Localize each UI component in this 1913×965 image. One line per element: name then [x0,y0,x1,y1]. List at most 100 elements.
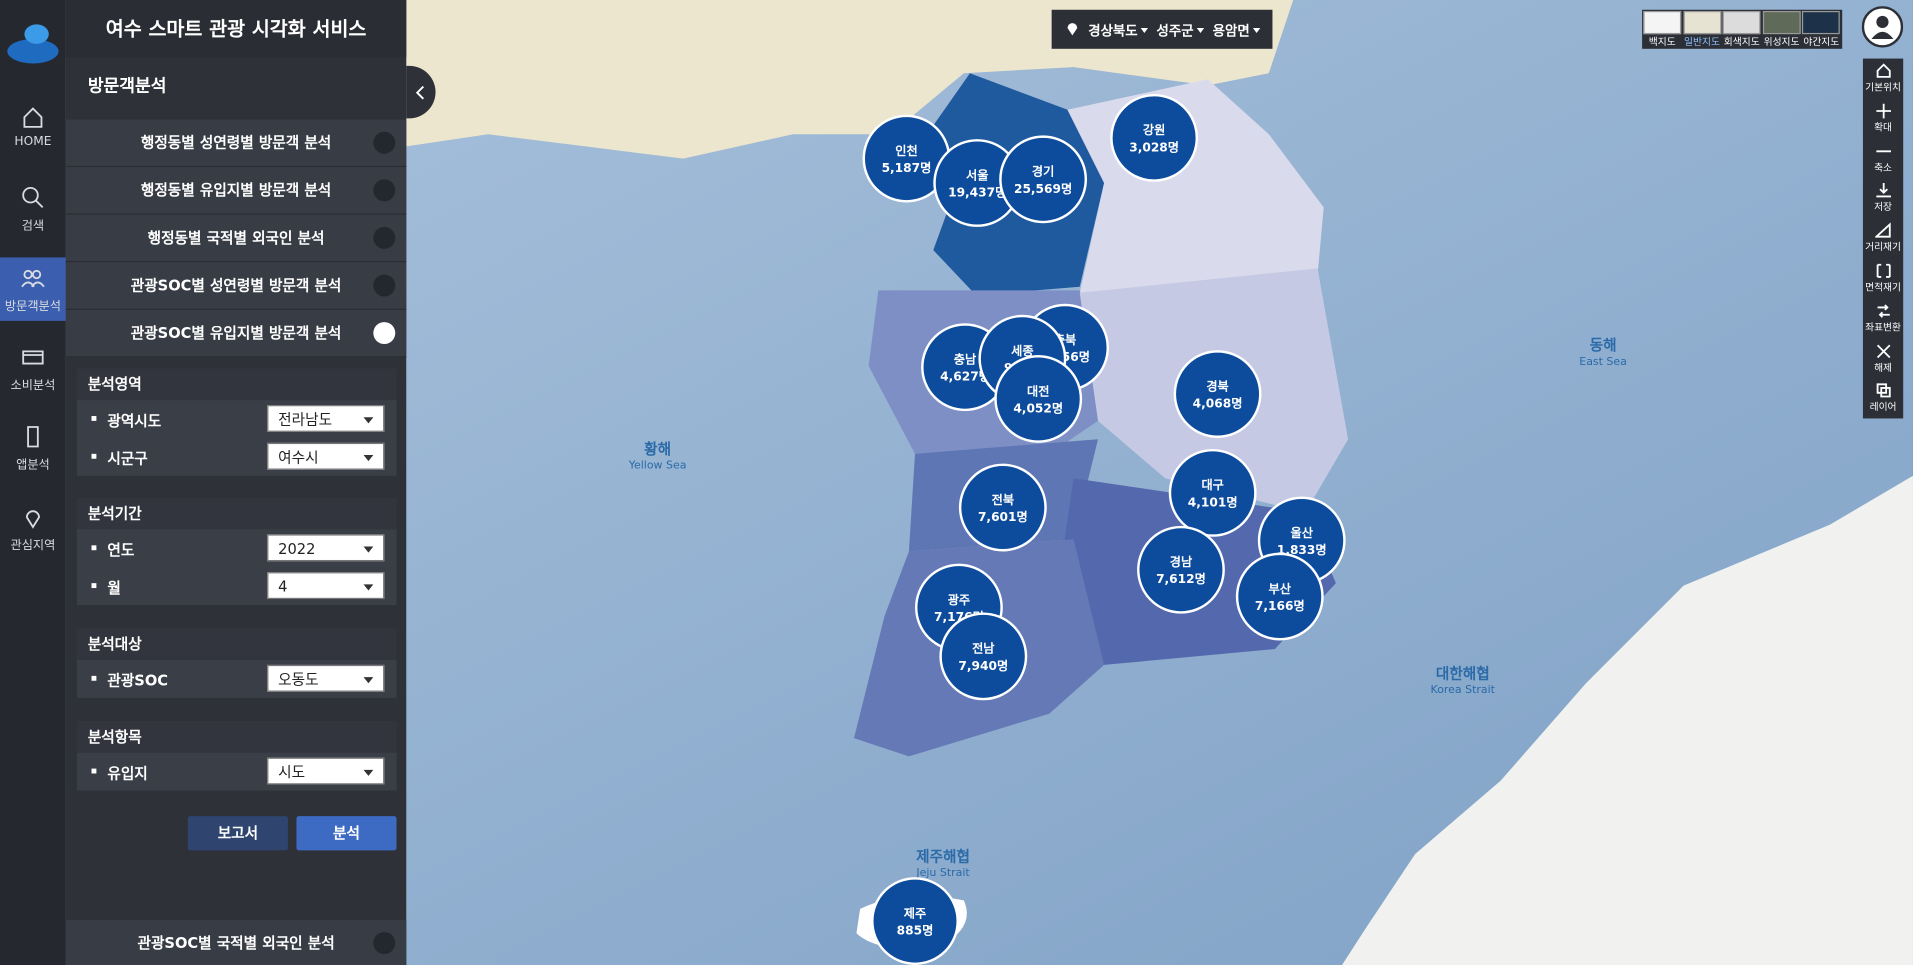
nav-label: HOME [14,135,52,149]
nav-item[interactable]: 방문객분석 [0,257,66,321]
accordion-title: 관광SOC별 국적별 외국인 분석 [137,934,335,952]
tool-button[interactable]: 기본위치 [1863,59,1903,99]
field-label: 유입지 [107,764,148,783]
group-title: 분석기간 [76,497,397,530]
select-box[interactable]: 전라남도 [267,405,385,432]
region-bubble[interactable]: 경기 25,569명 [999,135,1088,224]
select-box[interactable]: 4 [267,572,385,600]
bubble-value: 5,187명 [882,160,932,175]
bubble-value: 19,437명 [948,184,1006,199]
tool-label: 해제 [1874,361,1893,373]
tool-button[interactable]: 저장 [1863,179,1903,219]
app-title: 여수 스마트 관광 시각화 서비스 [65,0,407,58]
region-bubble[interactable]: 서울 19,437명 [933,139,1022,227]
icon-shape [1874,222,1891,238]
action-button[interactable]: 분석 [296,816,397,851]
location-text: 경상북도 [1088,23,1138,40]
nav-icon [27,426,39,448]
collapse-button[interactable] [406,65,436,119]
bubble-circle [999,135,1088,224]
region-bubble[interactable]: 경북 4,068명 [1173,350,1262,438]
basemap-label: 위성지도 [1763,36,1800,48]
expand-icon [373,226,396,249]
basemap-thumb [1802,10,1841,35]
basemap-option[interactable]: 회색지도 [1722,10,1761,49]
select-box[interactable]: 2022 [267,534,385,562]
location-dropdown[interactable]: 성주군 [1157,21,1205,41]
region-bubble[interactable]: 제주 885명 [871,877,959,965]
tool-button[interactable]: 축소 [1863,139,1903,179]
bullet [91,675,97,681]
nav-icon [23,107,43,128]
nav-icon [21,269,45,288]
location-dropdown[interactable]: 경상북도 [1088,21,1149,41]
region-bubble[interactable]: 전남 7,940명 [939,612,1028,701]
user-icon[interactable] [1861,6,1904,48]
nav-item[interactable]: HOME [0,98,66,161]
region-bubble[interactable]: 대구 4,101명 [1168,448,1257,537]
region-bubble[interactable]: 부산 7,166명 [1235,552,1324,641]
nav-item[interactable]: 소비분석 [0,337,66,400]
bubble-name: 대전 [1027,383,1049,398]
accordion-item[interactable]: 행정동별 성연령별 방문객 분석 [65,119,407,168]
bubble-name: 전남 [972,641,995,656]
basemap-switcher: 백지도 일반지도 회색지도 위성지도 야간지도 [1642,9,1843,49]
region-bubble[interactable]: 대전 4,052명 [994,355,1083,443]
tool-icon [1876,344,1890,358]
region-bubble[interactable]: 경남 7,612명 [1137,525,1225,614]
form-row: 유입지 시도 [77,753,397,791]
tool-icon [1876,263,1891,278]
bubble-name: 전북 [992,492,1014,507]
field-label: 월 [107,579,121,597]
form-group: 분석항목 유입지 시도 [76,721,397,791]
tool-button[interactable]: 해제 [1863,339,1903,379]
region-bubble[interactable]: 전북 7,601명 [958,463,1047,552]
basemap-thumb [1722,10,1761,35]
bubble-name: 충남 [954,352,977,367]
bullet [91,416,97,421]
nav-item[interactable]: 앱분석 [0,416,66,479]
form-group: 분석기간 연도 2022 월 4 [76,497,397,606]
icon-shape [1876,63,1891,78]
basemap-option[interactable]: 야간지도 [1802,10,1841,49]
accordion-title: 관광SOC별 유입지별 방문객 분석 [130,324,342,342]
accordion-title: 관광SOC별 성연령별 방문객 분석 [130,276,342,295]
accordion-item[interactable]: 관광SOC별 유입지별 방문객 분석 [65,309,407,358]
basemap-label: 회색지도 [1723,36,1760,48]
sea-label: 황해 [644,440,671,458]
tool-button[interactable]: 좌표변환 [1863,299,1903,339]
nav-item[interactable]: 검색 [0,177,66,240]
form-row: 연도 2022 [77,529,397,567]
icon-shape [1876,383,1891,398]
location-dropdown[interactable]: 용암면 [1213,21,1261,41]
icon-shape [1876,263,1891,278]
bubble-circle [1173,350,1262,438]
icon-shape [22,187,44,209]
accordion-item[interactable]: 관광SOC별 국적별 외국인 분석 [65,919,407,965]
tool-icon [1875,183,1891,198]
expand-icon [373,274,396,297]
tool-button[interactable]: 거리재기 [1863,219,1903,259]
accordion-item[interactable]: 관광SOC별 성연령별 방문객 분석 [65,262,407,310]
nav-label: 검색 [21,219,45,234]
nav-item[interactable]: 관심지역 [0,497,66,560]
accordion-item[interactable]: 행정동별 국적별 외국인 분석 [65,214,407,263]
select-box[interactable]: 오동도 [267,664,385,692]
basemap-option[interactable]: 일반지도 [1683,10,1721,49]
basemap-option[interactable]: 백지도 [1643,10,1682,49]
tool-button[interactable]: 확대 [1863,99,1903,139]
tool-button[interactable]: 레이어 [1863,379,1903,419]
accordion-item[interactable]: 행정동별 유입지별 방문객 분석 [65,167,407,215]
select-box[interactable]: 시도 [267,757,385,785]
action-button[interactable]: 보고서 [187,816,288,851]
tool-button[interactable]: 면적재기 [1863,259,1903,299]
bullet [91,453,97,459]
region-bubble[interactable]: 강원 3,028명 [1110,93,1199,182]
expand-icon [373,179,396,202]
select-box[interactable]: 여수시 [267,442,385,470]
tool-label: 축소 [1874,161,1893,173]
basemap-option[interactable]: 위성지도 [1762,10,1801,49]
